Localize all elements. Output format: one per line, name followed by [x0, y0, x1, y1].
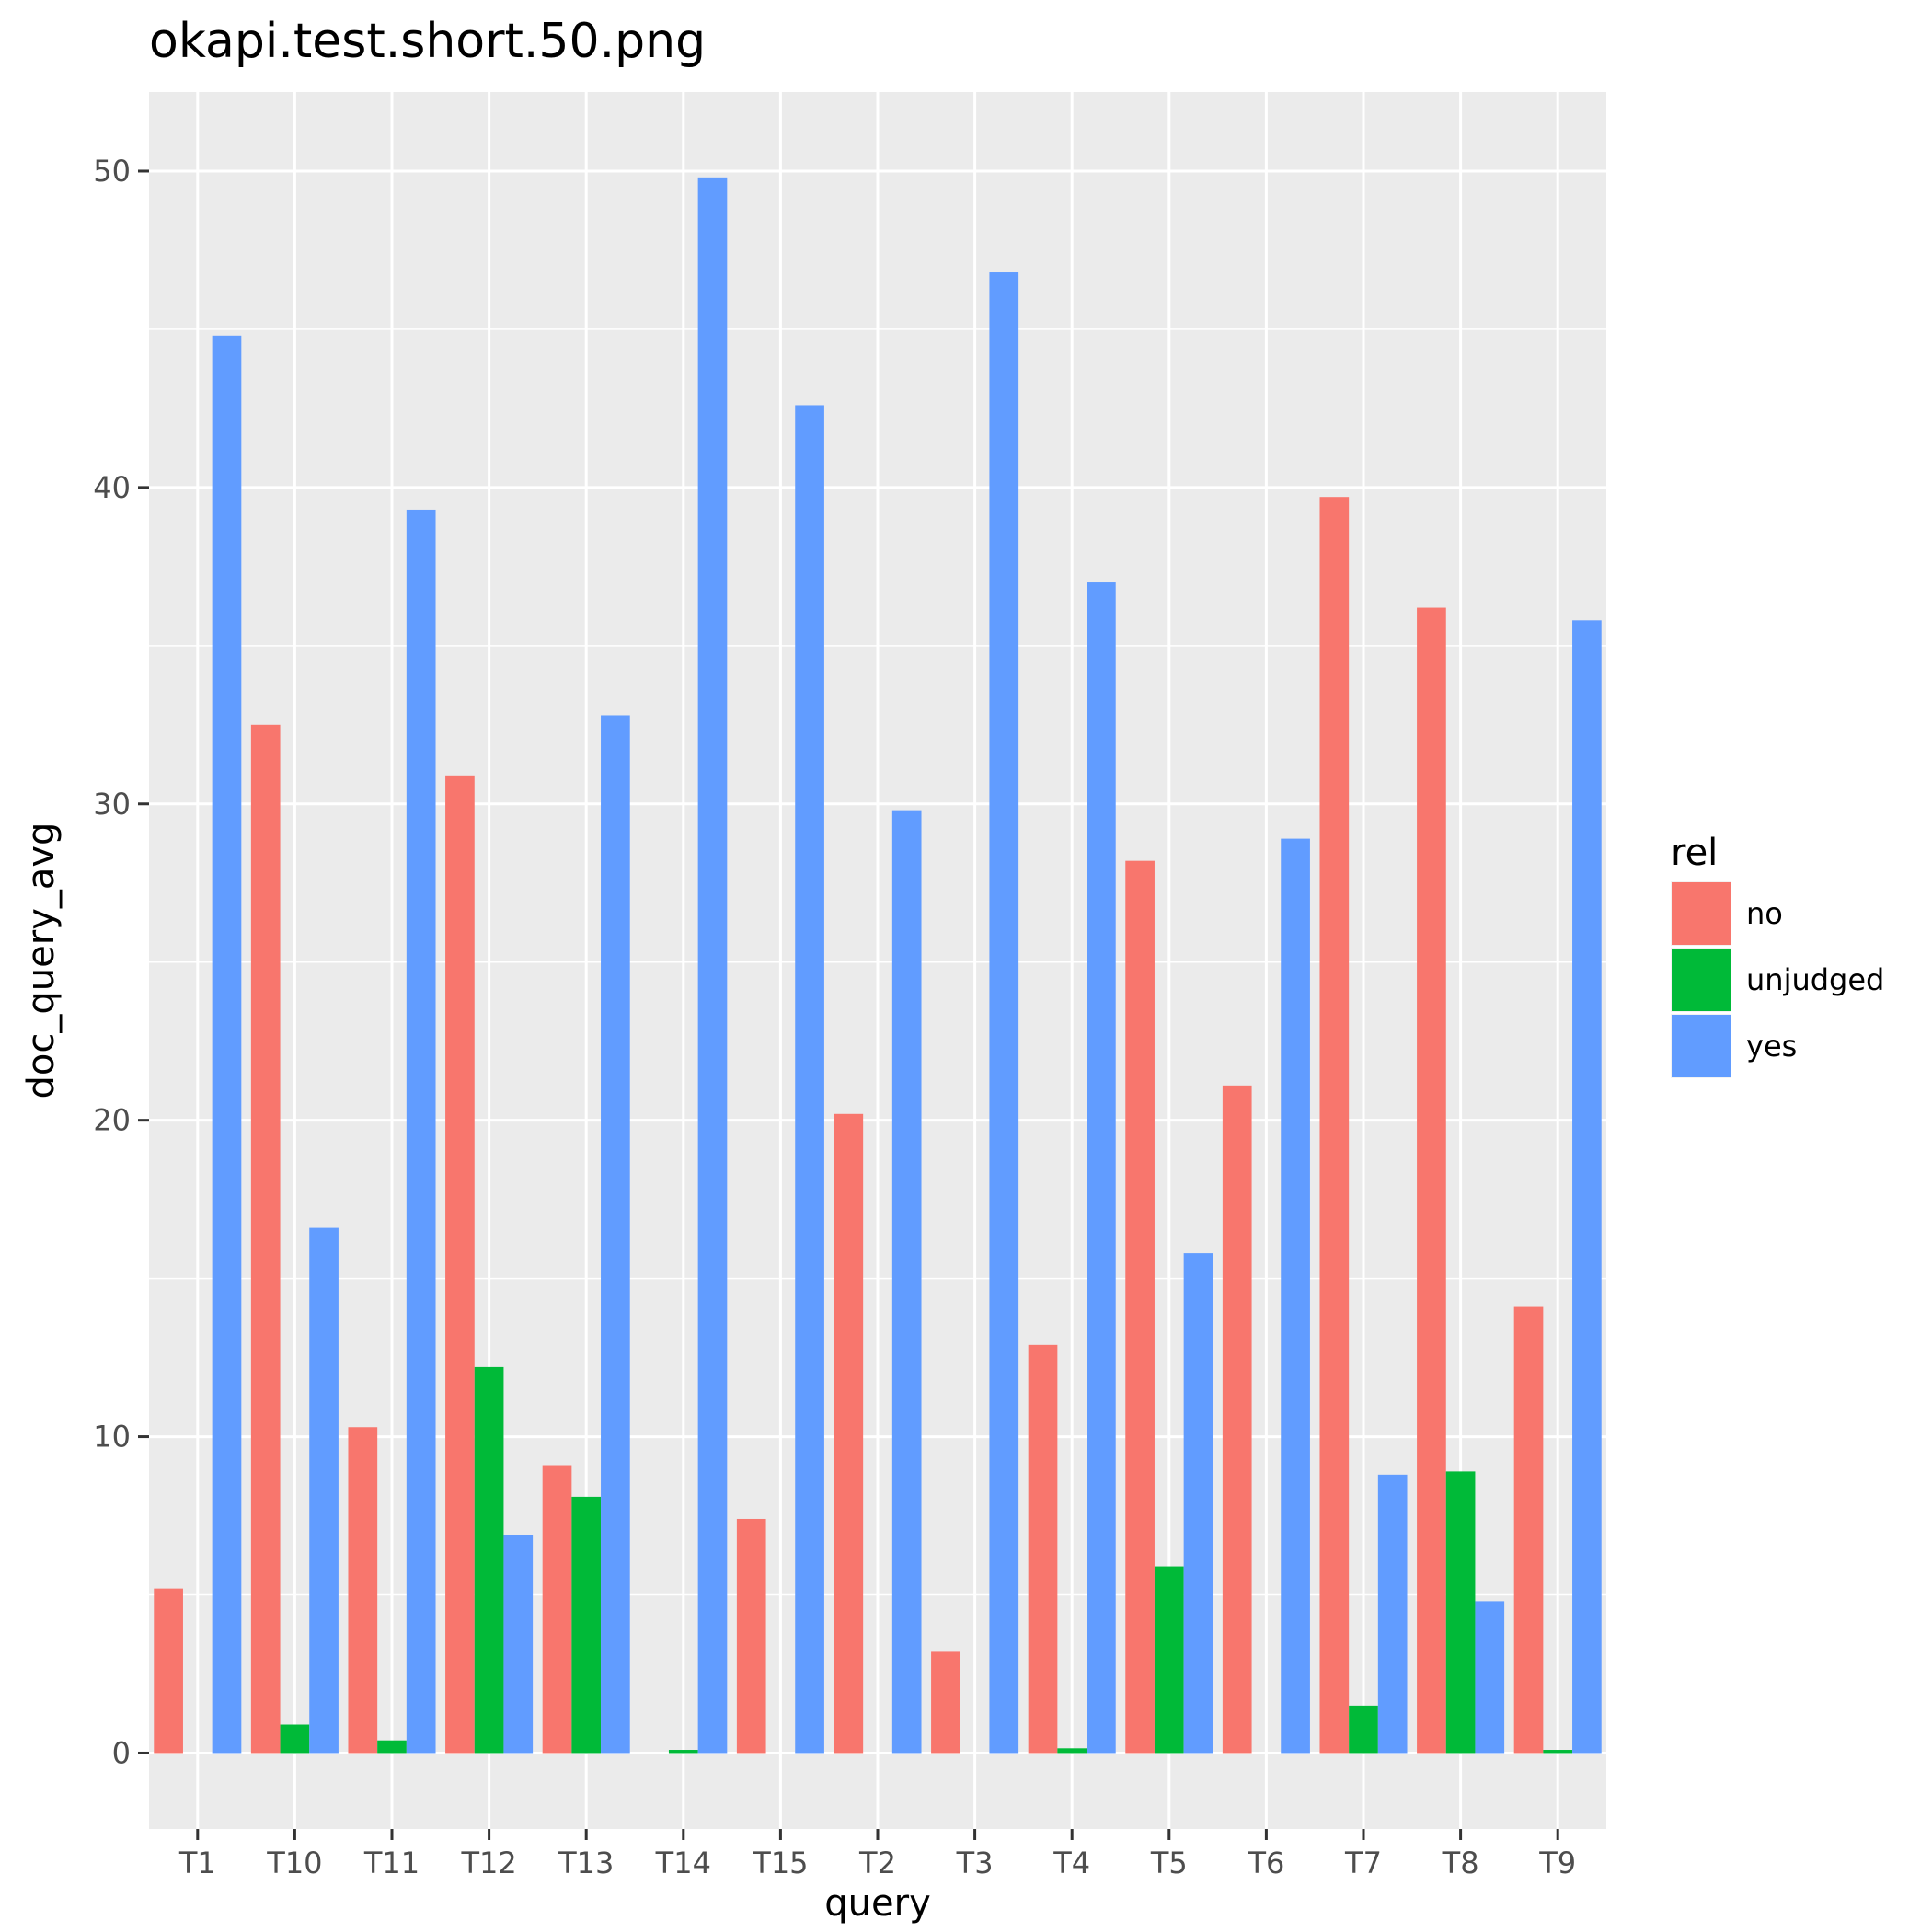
bar-unjudged-t5 [1154, 1566, 1184, 1754]
y-tick-label: 0 [112, 1735, 131, 1770]
bar-no-t5 [1125, 860, 1155, 1754]
bars [154, 177, 1602, 1754]
y-tick-label: 30 [93, 787, 131, 822]
bar-yes-t6 [1281, 838, 1310, 1754]
x-tick-label: T15 [752, 1846, 808, 1880]
legend: rel no unjudged yes [1671, 832, 1884, 1078]
bar-yes-t4 [1087, 582, 1116, 1754]
x-tick-label: T12 [460, 1846, 516, 1880]
bar-yes-t9 [1572, 620, 1602, 1754]
x-axis-title: query [824, 1882, 930, 1925]
x-tick-label: T3 [956, 1846, 994, 1880]
bar-yes-t13 [601, 715, 630, 1754]
chart-title: okapi.test.short.50.png [149, 14, 706, 69]
x-axis: T1 T10 T11 T12 T13 T14 T15 T2 T3 T4 T5 T6 T7 T8 T9 [178, 1829, 1576, 1880]
bar-yes-t15 [795, 405, 824, 1754]
bar-unjudged-t12 [474, 1366, 504, 1754]
legend-swatch-yes [1672, 1015, 1731, 1077]
bar-no-t9 [1513, 1306, 1544, 1754]
bar-no-t15 [736, 1518, 766, 1754]
x-tick-label: T7 [1344, 1846, 1382, 1880]
x-tick-label: T13 [558, 1846, 614, 1880]
y-tick-label: 40 [93, 470, 131, 505]
bar-no-t4 [1028, 1344, 1058, 1754]
bar-no-t2 [834, 1113, 864, 1754]
bar-no-t3 [931, 1651, 960, 1754]
x-tick-label: T11 [363, 1846, 420, 1880]
legend-swatch-unjudged [1672, 949, 1731, 1011]
bar-no-t1 [154, 1588, 183, 1754]
legend-label-unjudged: unjudged [1746, 962, 1884, 997]
bar-no-t13 [542, 1465, 572, 1754]
bar-unjudged-t10 [280, 1724, 310, 1754]
gridlines [149, 92, 1606, 1829]
bar-yes-t10 [309, 1227, 339, 1754]
bar-yes-t12 [503, 1535, 534, 1754]
y-tick-label: 10 [93, 1420, 131, 1455]
legend-label-no: no [1746, 896, 1783, 931]
bar-no-t6 [1222, 1085, 1252, 1754]
x-tick-label: T9 [1538, 1846, 1576, 1880]
y-tick-label: 20 [93, 1103, 131, 1138]
bar-no-t7 [1319, 497, 1350, 1754]
bar-yes-t11 [406, 509, 436, 1754]
x-tick-label: T2 [858, 1846, 896, 1880]
legend-label-yes: yes [1746, 1029, 1797, 1064]
bar-yes-t8 [1475, 1601, 1505, 1754]
y-axis: 0 10 20 30 40 50 [93, 154, 149, 1770]
x-tick-label: T8 [1442, 1846, 1479, 1880]
x-tick-label: T5 [1150, 1846, 1188, 1880]
bar-unjudged-t7 [1349, 1705, 1378, 1754]
x-tick-label: T10 [266, 1846, 322, 1880]
bar-unjudged-t9 [1543, 1750, 1573, 1754]
x-tick-label: T4 [1052, 1846, 1090, 1880]
bar-no-t8 [1417, 607, 1446, 1754]
bar-unjudged-t8 [1445, 1471, 1476, 1754]
y-axis-title: doc_query_avg [20, 822, 63, 1099]
bar-no-t12 [445, 775, 475, 1754]
bar-yes-t14 [697, 177, 728, 1754]
x-tick-label: T1 [178, 1846, 216, 1880]
bar-yes-t1 [212, 335, 242, 1754]
bar-yes-t3 [989, 272, 1019, 1754]
bar-no-t10 [250, 724, 281, 1754]
legend-swatch-no [1672, 882, 1731, 945]
bar-unjudged-t4 [1057, 1748, 1087, 1754]
legend-title: rel [1671, 832, 1718, 874]
bar-yes-t5 [1183, 1253, 1213, 1754]
bar-unjudged-t13 [571, 1496, 602, 1754]
bar-yes-t2 [891, 810, 922, 1754]
bar-no-t11 [348, 1427, 378, 1754]
x-tick-label: T14 [655, 1846, 711, 1880]
bar-unjudged-t11 [377, 1740, 407, 1754]
x-tick-label: T6 [1247, 1846, 1284, 1880]
y-tick-label: 50 [93, 154, 131, 189]
bar-yes-t7 [1377, 1474, 1408, 1754]
bar-unjudged-t14 [668, 1750, 698, 1754]
